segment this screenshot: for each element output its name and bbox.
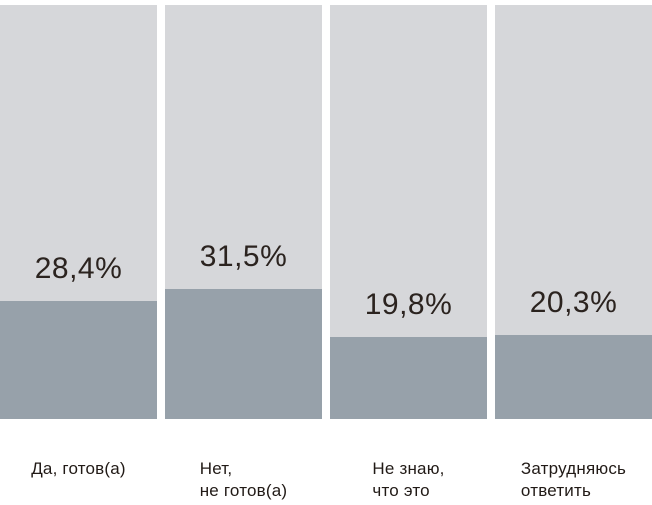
category-cell: Нет, не готов(а) [165, 458, 322, 502]
category-label: Не знаю, что это [372, 459, 445, 500]
bar-fill [0, 301, 157, 419]
bar-column-no: 31,5% [165, 5, 322, 419]
bar-fill [165, 288, 322, 419]
value-label: 31,5% [199, 239, 288, 273]
bar-column-dont-know: 19,8% [330, 5, 487, 419]
bar-column-yes: 28,4% [0, 5, 157, 419]
value-label: 28,4% [34, 252, 123, 286]
category-label: Затрудняюсь ответить [520, 459, 627, 500]
value-label: 19,8% [364, 288, 453, 322]
category-cell: Да, готов(а) [0, 458, 157, 502]
bar-column-hard-to-answer: 20,3% [495, 5, 652, 419]
bar-fill [330, 337, 487, 419]
category-cell: Затрудняюсь ответить [495, 458, 652, 502]
category-label: Нет, не готов(а) [199, 459, 288, 500]
bars-area: 28,4% 31,5% 19,8% 20,3% [0, 5, 652, 419]
category-label: Да, готов(а) [31, 459, 126, 478]
category-cell: Не знаю, что это [330, 458, 487, 502]
bar-fill [495, 334, 652, 419]
value-label: 20,3% [529, 285, 618, 319]
category-labels-row: Да, готов(а) Нет, не готов(а) Не знаю, ч… [0, 419, 652, 502]
